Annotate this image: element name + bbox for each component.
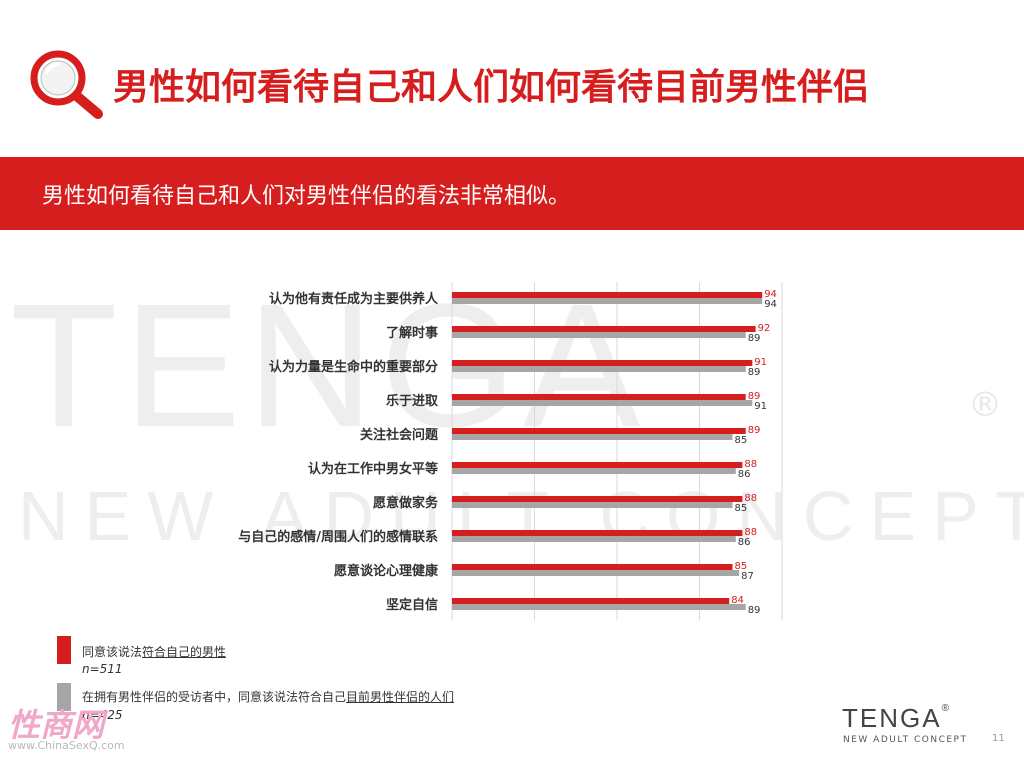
- watermark-registered-mark: ®: [968, 385, 1002, 425]
- category-label: 愿意谈论心理健康: [334, 563, 439, 579]
- bar-series-2: [452, 604, 746, 610]
- data-label-series-1: 88: [744, 459, 757, 470]
- data-label-series-1: 92: [758, 323, 771, 334]
- bar-series-2: [452, 400, 753, 406]
- bar-series-1: [452, 428, 746, 434]
- site-watermark-logo: 性商网: [8, 706, 105, 744]
- category-label: 坚定自信: [386, 597, 438, 613]
- data-label-series-1: 84: [731, 595, 744, 606]
- tenga-logo: TENGA®: [842, 703, 951, 733]
- data-label-series-2: 86: [738, 537, 751, 548]
- legend-label-series-2: 在拥有男性伴侣的受访者中，同意该说法符合自己目前男性伴侣的人们: [82, 690, 455, 704]
- bar-series-1: [452, 530, 743, 536]
- bar-series-1: [452, 394, 746, 400]
- data-label-series-1: 89: [748, 425, 761, 436]
- category-label: 与自己的感情/周围人们的感情联系: [238, 529, 438, 545]
- category-label: 愿意做家务: [373, 495, 439, 511]
- category-label: 乐于进取: [386, 393, 439, 409]
- legend-label-series-1: 同意该说法符合自己的男性: [82, 645, 227, 659]
- data-label-series-2: 89: [748, 367, 761, 378]
- data-label-series-1: 89: [748, 391, 761, 402]
- data-label-series-1: 88: [744, 493, 757, 504]
- bar-series-1: [452, 292, 763, 298]
- subtitle-banner: [0, 157, 1024, 230]
- legend-n-series-1: n=511: [82, 662, 123, 676]
- category-label: 认为在工作中男女平等: [308, 461, 438, 477]
- site-watermark-url: www.ChinaSexQ.com: [8, 739, 125, 752]
- legend-swatch-series-2: [57, 683, 71, 711]
- category-label: 认为他有责任成为主要供养人: [269, 291, 439, 307]
- bar-series-2: [452, 502, 733, 508]
- magnifier-icon: [28, 48, 108, 120]
- data-label-series-1: 94: [764, 289, 777, 300]
- bar-series-1: [452, 462, 743, 468]
- bar-series-2: [452, 366, 746, 372]
- bar-series-2: [452, 536, 736, 542]
- data-label-series-2: 87: [741, 571, 754, 582]
- legend-swatch-series-1: [57, 636, 71, 664]
- bar-series-2: [452, 468, 736, 474]
- bar-series-1: [452, 564, 733, 570]
- bar-series-2: [452, 298, 763, 304]
- bar-series-1: [452, 326, 756, 332]
- data-label-series-2: 86: [738, 469, 751, 480]
- page-number: 11: [992, 733, 1005, 744]
- bar-series-2: [452, 434, 733, 440]
- data-label-series-2: 85: [735, 503, 748, 514]
- bar-series-1: [452, 598, 730, 604]
- data-label-series-2: 85: [735, 435, 748, 446]
- bar-series-2: [452, 570, 740, 576]
- banner-text: 男性如何看待自己和人们对男性伴侣的看法非常相似。: [42, 184, 571, 209]
- data-label-series-2: 89: [748, 333, 761, 344]
- category-label: 认为力量是生命中的重要部分: [269, 359, 438, 375]
- data-label-series-2: 94: [764, 299, 777, 310]
- data-label-series-1: 91: [754, 357, 767, 368]
- bar-series-2: [452, 332, 746, 338]
- data-label-series-2: 91: [754, 401, 767, 412]
- category-label: 关注社会问题: [360, 427, 439, 443]
- data-label-series-1: 85: [735, 561, 748, 572]
- bar-series-1: [452, 496, 743, 502]
- data-label-series-2: 89: [748, 605, 761, 616]
- category-label: 了解时事: [386, 325, 438, 341]
- legend-n-series-2: n=425: [82, 708, 123, 722]
- data-label-series-1: 88: [744, 527, 757, 538]
- page-title: 男性如何看待自己和人们如何看待目前男性伴侣: [113, 67, 870, 108]
- tenga-tagline: NEW ADULT CONCEPT: [843, 735, 968, 745]
- bar-series-1: [452, 360, 753, 366]
